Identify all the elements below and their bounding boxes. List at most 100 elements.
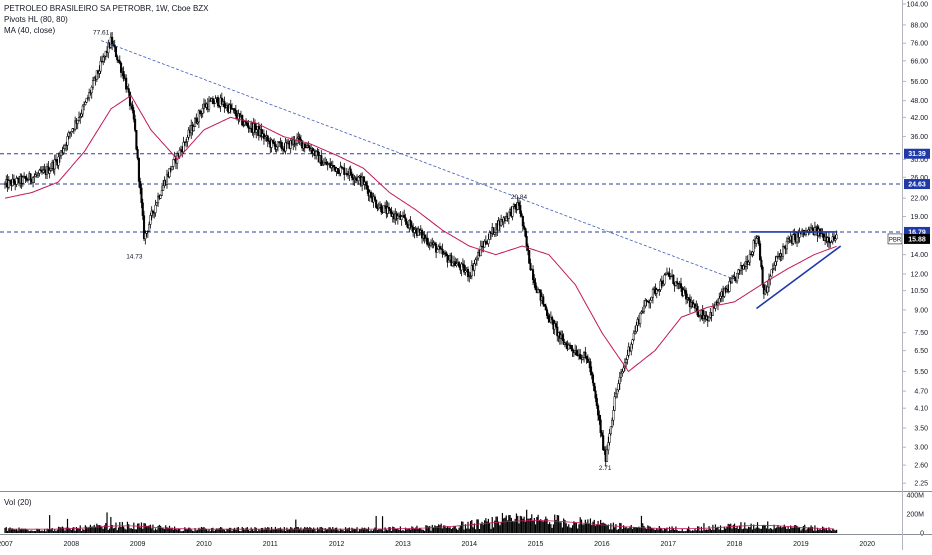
price-tick-label: 76.00 [910, 41, 928, 48]
pane-separator[interactable] [0, 491, 932, 492]
volume-bar [486, 521, 488, 533]
volume-bar [635, 527, 637, 533]
volume-bar [324, 527, 326, 533]
volume-bar [191, 530, 194, 533]
volume-bar [227, 529, 229, 533]
volume-bar [783, 524, 785, 533]
volume-bar [156, 529, 158, 533]
volume-bar [86, 526, 88, 533]
candle-body [299, 139, 302, 141]
volume-bar [137, 523, 139, 533]
downtrend-line [101, 40, 735, 280]
volume-bar [170, 528, 172, 533]
candle-body [159, 195, 162, 199]
volume-bar [574, 522, 576, 533]
volume-bar [475, 529, 477, 533]
volume-bar [5, 527, 7, 533]
volume-bar [804, 524, 806, 533]
volume-bar [438, 524, 440, 533]
candle-body [111, 36, 114, 46]
volume-bar [600, 519, 602, 533]
volume-bar [449, 527, 451, 533]
candle-body [421, 230, 424, 239]
volume-bar [793, 525, 796, 533]
volume-bar [441, 528, 444, 533]
volume-bar [291, 527, 293, 533]
candle-body [116, 56, 119, 61]
volume-bar [596, 524, 598, 533]
volume-bar [288, 529, 291, 533]
volume-bar [677, 531, 680, 533]
candle-body [211, 98, 214, 104]
volume-bar [278, 528, 280, 533]
candle-body [488, 232, 491, 240]
volume-bar [307, 528, 310, 533]
candle-body [607, 442, 610, 451]
candle-body [386, 206, 389, 214]
candle-body [338, 172, 341, 174]
volume-bar [603, 523, 606, 533]
volume-bar [49, 515, 51, 533]
volume-bar [615, 524, 617, 533]
volume-indicator-label[interactable]: Vol (20) [4, 498, 32, 507]
triangle-support-line [755, 245, 842, 310]
volume-bar [325, 529, 328, 533]
price-tick-label: 7.50 [914, 330, 928, 337]
candle-body [54, 159, 58, 161]
ma-indicator-label[interactable]: MA (40, close) [4, 26, 56, 35]
volume-bar [209, 531, 211, 533]
volume-bar [833, 529, 835, 533]
volume-bar [235, 530, 237, 533]
volume-bar [246, 527, 248, 533]
volume-bar [194, 528, 196, 533]
volume-bar [174, 526, 176, 533]
volume-bar [659, 527, 662, 533]
candle-body [664, 274, 667, 276]
volume-bar [427, 526, 430, 533]
volume-bar [143, 523, 145, 533]
candle-body [523, 225, 526, 229]
volume-bar [602, 522, 604, 533]
volume-bar [401, 530, 403, 533]
volume-bar [779, 526, 782, 533]
volume-bar [820, 529, 822, 533]
candle-body [120, 62, 123, 73]
volume-bar [694, 528, 696, 533]
candle-body [74, 120, 77, 130]
volume-bar [464, 524, 467, 533]
candle-body [830, 241, 833, 243]
volume-bar [110, 517, 112, 533]
last-price-symbol-label: PBR [889, 237, 902, 243]
volume-bar [323, 531, 325, 533]
pivots-indicator-label[interactable]: Pivots HL (80, 80) [4, 15, 68, 24]
candle-body [118, 60, 121, 64]
volume-bar [666, 527, 668, 533]
candle-body [585, 355, 588, 360]
candle-body [454, 261, 457, 266]
volume-bar [532, 520, 534, 533]
volume-bar [589, 518, 592, 533]
candle-body [441, 248, 444, 255]
volume-bar [471, 519, 473, 533]
price-tick-label: 22.00 [910, 196, 928, 203]
candle-body [584, 351, 587, 357]
volume-bar [769, 528, 771, 533]
candle-body [155, 202, 158, 206]
volume-bar [91, 526, 93, 533]
volume-bar [764, 525, 766, 533]
volume-bar [242, 528, 245, 533]
volume-bar [398, 529, 400, 533]
candle-body [48, 170, 51, 174]
volume-bar [51, 527, 53, 533]
volume-bar [561, 527, 563, 533]
time-tick-label: 2018 [727, 541, 743, 548]
volume-bar [230, 527, 232, 533]
volume-bar [760, 528, 762, 533]
volume-bar [27, 529, 29, 533]
volume-bar [213, 530, 215, 533]
volume-bar [320, 527, 322, 533]
candle-body [24, 176, 27, 179]
volume-bar [116, 530, 118, 533]
volume-bar [207, 530, 209, 533]
